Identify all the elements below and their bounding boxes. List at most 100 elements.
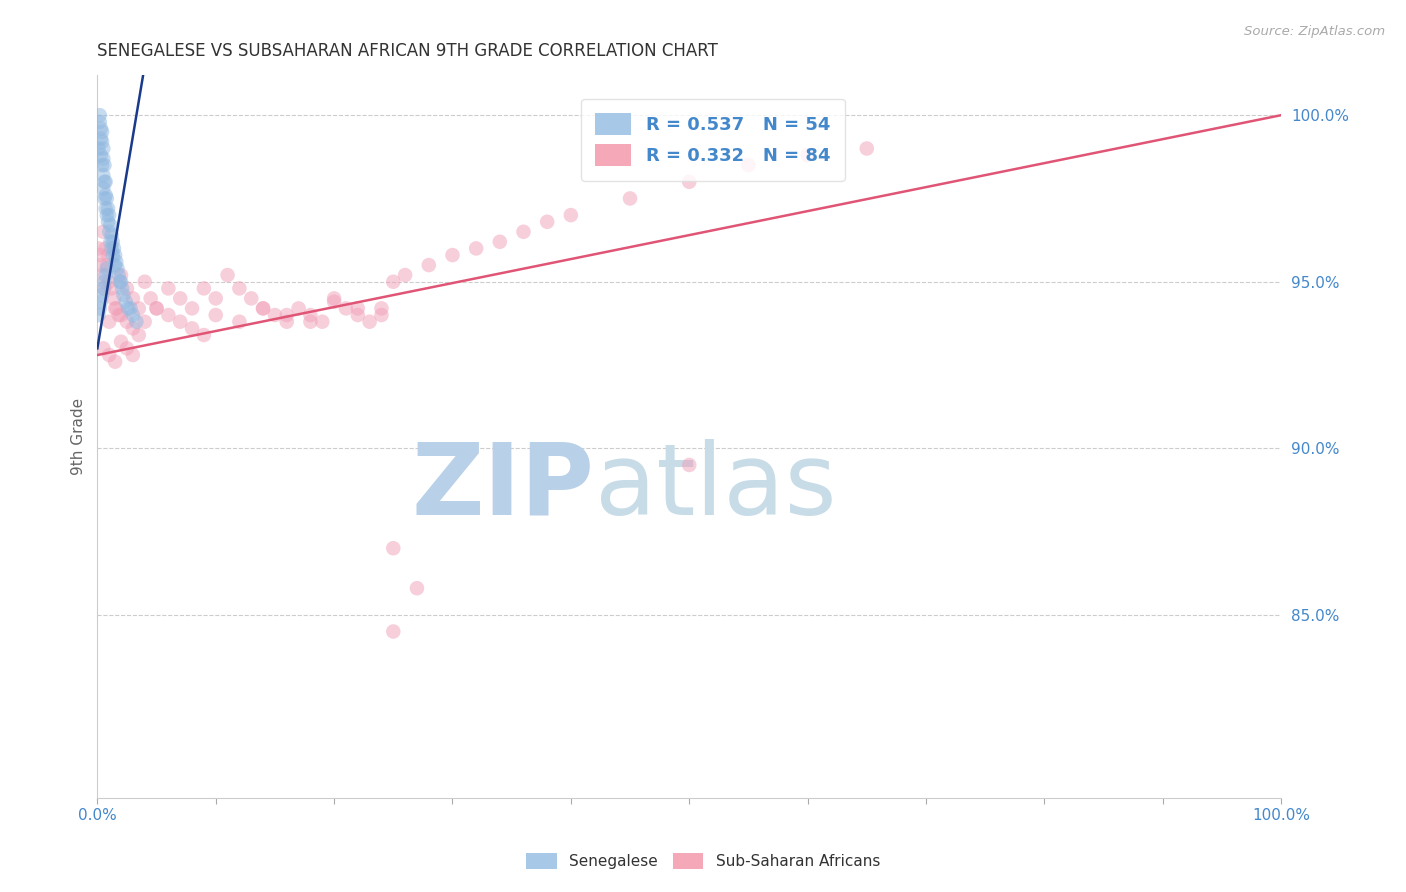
- Point: [94, 175, 117, 189]
- Point: [228, 281, 250, 295]
- Point: [104, 248, 127, 262]
- Point: [737, 158, 759, 172]
- Point: [107, 308, 129, 322]
- Point: [796, 148, 818, 162]
- Point: [115, 315, 138, 329]
- Point: [169, 315, 191, 329]
- Point: [128, 328, 150, 343]
- Point: [98, 315, 121, 329]
- Text: atlas: atlas: [595, 439, 837, 536]
- Point: [93, 158, 115, 172]
- Point: [91, 181, 114, 195]
- Point: [121, 348, 143, 362]
- Text: SENEGALESE VS SUBSAHARAN AFRICAN 9TH GRADE CORRELATION CHART: SENEGALESE VS SUBSAHARAN AFRICAN 9TH GRA…: [97, 42, 718, 60]
- Point: [169, 292, 191, 306]
- Point: [91, 125, 114, 139]
- Point: [91, 158, 114, 172]
- Point: [91, 135, 114, 149]
- Point: [346, 301, 368, 316]
- Point: [91, 152, 114, 166]
- Point: [105, 254, 128, 268]
- Point: [94, 188, 117, 202]
- Point: [264, 308, 287, 322]
- Point: [91, 288, 114, 302]
- Text: Source: ZipAtlas.com: Source: ZipAtlas.com: [1244, 25, 1385, 38]
- Point: [94, 242, 117, 256]
- Point: [91, 281, 114, 295]
- Point: [103, 292, 125, 306]
- Point: [323, 292, 346, 306]
- Point: [536, 215, 558, 229]
- Point: [96, 258, 118, 272]
- Point: [512, 225, 534, 239]
- Point: [394, 268, 416, 282]
- Point: [91, 141, 114, 155]
- Point: [299, 315, 322, 329]
- Point: [121, 308, 143, 322]
- Point: [276, 308, 298, 322]
- Point: [91, 168, 114, 182]
- Point: [115, 281, 138, 295]
- Point: [100, 242, 122, 256]
- Point: [145, 301, 167, 316]
- Point: [107, 261, 129, 276]
- Point: [107, 268, 129, 282]
- Point: [93, 275, 115, 289]
- Point: [287, 301, 309, 316]
- Point: [91, 268, 114, 282]
- Point: [101, 235, 124, 249]
- Point: [93, 191, 115, 205]
- Point: [90, 294, 112, 309]
- Point: [89, 248, 111, 262]
- Point: [96, 208, 118, 222]
- Point: [90, 258, 112, 272]
- Point: [110, 268, 132, 282]
- Point: [181, 321, 204, 335]
- Point: [90, 131, 112, 145]
- Point: [125, 315, 148, 329]
- Point: [100, 281, 122, 295]
- Point: [105, 301, 128, 316]
- Text: ZIP: ZIP: [412, 439, 595, 536]
- Point: [128, 301, 150, 316]
- Point: [252, 301, 274, 316]
- Point: [134, 315, 156, 329]
- Point: [465, 242, 488, 256]
- Point: [311, 315, 333, 329]
- Point: [114, 294, 136, 309]
- Point: [104, 258, 127, 272]
- Point: [359, 315, 381, 329]
- Point: [139, 292, 162, 306]
- Point: [134, 275, 156, 289]
- Point: [418, 258, 440, 272]
- Point: [217, 268, 239, 282]
- Point: [108, 275, 131, 289]
- Point: [90, 148, 112, 162]
- Point: [121, 321, 143, 335]
- Legend: R = 0.537   N = 54, R = 0.332   N = 84: R = 0.537 N = 54, R = 0.332 N = 84: [581, 99, 845, 181]
- Point: [228, 315, 250, 329]
- Point: [104, 354, 127, 368]
- Point: [89, 115, 111, 129]
- Point: [96, 261, 118, 276]
- Point: [97, 215, 120, 229]
- Point: [87, 242, 110, 256]
- Point: [157, 308, 180, 322]
- Point: [382, 275, 405, 289]
- Point: [110, 334, 132, 349]
- Point: [100, 228, 122, 243]
- Point: [299, 308, 322, 322]
- Y-axis label: 9th Grade: 9th Grade: [72, 398, 86, 475]
- Point: [335, 301, 357, 316]
- Point: [94, 202, 117, 216]
- Point: [193, 281, 215, 295]
- Point: [678, 458, 700, 472]
- Point: [87, 141, 110, 155]
- Point: [93, 175, 115, 189]
- Point: [117, 301, 139, 316]
- Point: [370, 308, 392, 322]
- Point: [91, 225, 114, 239]
- Point: [560, 208, 582, 222]
- Point: [111, 281, 134, 295]
- Point: [101, 248, 124, 262]
